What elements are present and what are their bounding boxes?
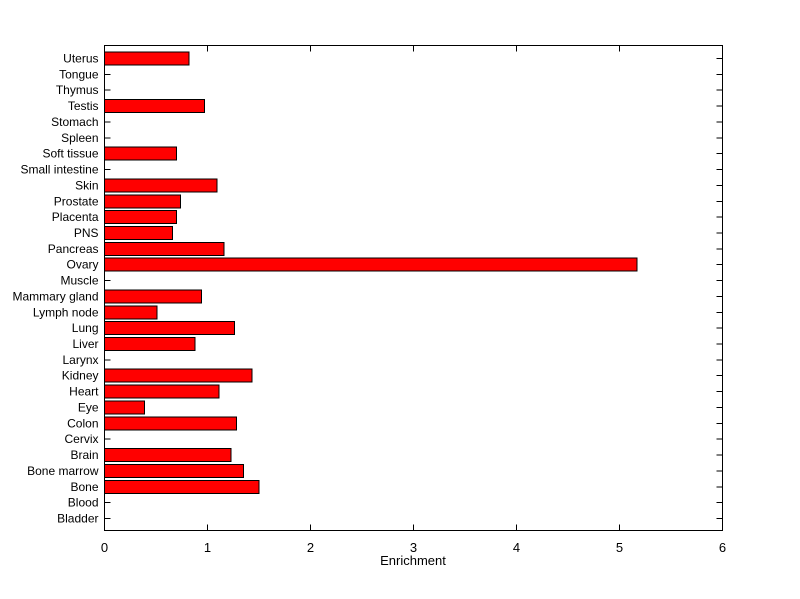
- y-tick-label: Muscle: [60, 274, 98, 288]
- bar: [104, 337, 196, 352]
- y-tick-label: Ovary: [66, 258, 98, 272]
- y-tick-label: Kidney: [62, 369, 99, 383]
- bar: [104, 289, 202, 304]
- x-axis-label: Enrichment: [380, 553, 446, 568]
- x-tick-label: 4: [513, 540, 520, 555]
- bar: [104, 479, 260, 494]
- y-tick-label: Testis: [68, 99, 99, 113]
- y-tick-label: Blood: [68, 496, 99, 510]
- bar: [104, 241, 225, 256]
- y-tick-label: Mammary gland: [12, 289, 98, 303]
- y-tick-label: Soft tissue: [42, 147, 98, 161]
- y-tick-label: Liver: [72, 337, 98, 351]
- y-tick-label: Stomach: [51, 115, 98, 129]
- bar: [104, 257, 638, 272]
- x-tick-label: 3: [410, 540, 417, 555]
- bar: [104, 51, 190, 66]
- x-tick-label: 0: [101, 540, 108, 555]
- bar: [104, 384, 220, 399]
- bar: [104, 146, 178, 161]
- x-tick-label: 5: [616, 540, 623, 555]
- y-tick-label: PNS: [74, 226, 99, 240]
- bar: [104, 99, 205, 114]
- bar: [104, 321, 235, 336]
- bar: [104, 225, 173, 240]
- bar: [104, 305, 158, 320]
- y-tick-label: Pancreas: [48, 242, 99, 256]
- y-tick-label: Small intestine: [20, 163, 98, 177]
- y-tick-label: Larynx: [62, 353, 98, 367]
- y-tick-label: Cervix: [64, 432, 98, 446]
- y-tick-label: Bone: [70, 480, 98, 494]
- y-tick-label: Skin: [75, 178, 98, 192]
- x-tick-label: 1: [204, 540, 211, 555]
- bar: [104, 368, 253, 383]
- y-tick-label: Heart: [69, 385, 99, 399]
- y-tick-label: Brain: [70, 448, 98, 462]
- bar: [104, 463, 245, 478]
- bar: [104, 178, 218, 193]
- y-tick-label: Uterus: [63, 52, 98, 66]
- y-tick-label: Thymus: [56, 83, 99, 97]
- bar: [104, 416, 237, 431]
- bar: [104, 210, 178, 225]
- x-tick-label: 6: [719, 540, 726, 555]
- x-tick-label: 2: [307, 540, 314, 555]
- y-tick-label: Colon: [67, 416, 98, 430]
- y-tick-label: Lung: [72, 321, 99, 335]
- y-tick-label: Tongue: [59, 67, 99, 81]
- y-tick-label: Spleen: [61, 131, 98, 145]
- y-tick-label: Prostate: [54, 194, 99, 208]
- bar: [104, 448, 232, 463]
- y-tick-label: Lymph node: [33, 305, 99, 319]
- bar: [104, 194, 182, 209]
- y-tick-label: Eye: [78, 400, 99, 414]
- bar: [104, 400, 146, 415]
- y-tick-label: Bone marrow: [27, 464, 99, 478]
- y-tick-label: Placenta: [52, 210, 99, 224]
- y-tick-label: Bladder: [57, 512, 98, 526]
